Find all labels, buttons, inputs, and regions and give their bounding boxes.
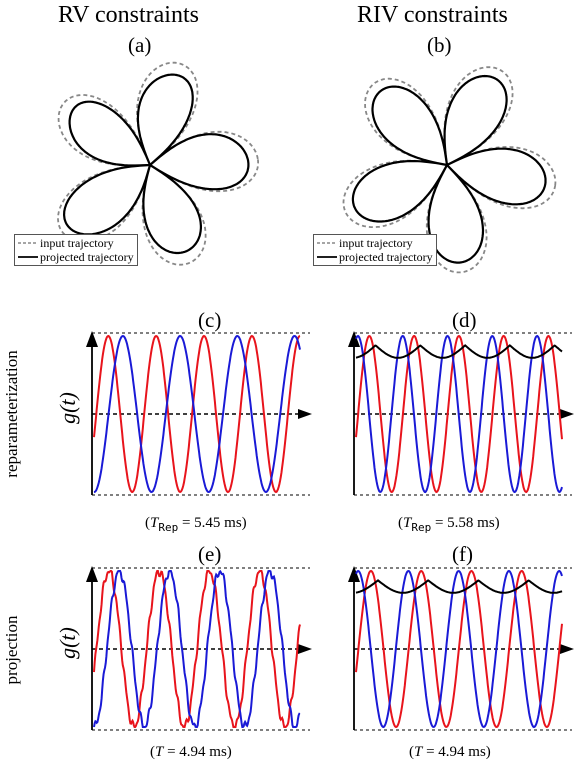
blue-series-line — [93, 569, 301, 728]
signal-plot-f — [348, 566, 574, 731]
panel-label-c: (c) — [198, 308, 222, 332]
x-axis-arrow — [560, 644, 574, 654]
norm-envelope-line — [355, 579, 563, 594]
signal-plot-e — [86, 566, 312, 731]
caption-d-value: = 5.58 ms) — [431, 515, 500, 531]
right-column-title: RIV constraints — [357, 2, 508, 28]
signal-plot-d — [348, 331, 574, 496]
caption-d: (TRep = 5.58 ms) — [398, 515, 500, 534]
y-axis-arrow — [86, 331, 98, 347]
caption-c-prefix: ( — [145, 515, 150, 531]
signal-plot-c — [86, 331, 312, 496]
legend-a: input trajectory projected trajectory — [14, 234, 138, 266]
panel-label-e: (e) — [198, 542, 222, 566]
caption-e-value: = 4.94 ms) — [163, 744, 232, 760]
projected-trajectory-curve — [351, 74, 547, 264]
caption-e: (T = 4.94 ms) — [150, 744, 232, 761]
x-axis-arrow — [298, 644, 312, 654]
legend-a-projected-row: projected trajectory — [18, 250, 134, 264]
projected-trajectory-curve — [62, 73, 250, 255]
caption-c-value: = 5.45 ms) — [178, 515, 247, 531]
y-axis-label-c: g(t) — [55, 392, 80, 424]
flower-plot-a — [57, 61, 260, 266]
caption-c: (TRep = 5.45 ms) — [145, 515, 247, 534]
legend-b-input-row: input trajectory — [317, 236, 433, 250]
caption-f-prefix: ( — [409, 744, 414, 760]
solid-line-icon — [317, 256, 337, 258]
red-series-line — [355, 334, 563, 494]
blue-series-line — [355, 334, 563, 494]
legend-b-projected-row: projected trajectory — [317, 250, 433, 264]
blue-series-line — [93, 334, 301, 494]
norm-envelope-line — [355, 344, 563, 359]
legend-b-input-label: input trajectory — [339, 236, 413, 250]
legend-a-input-row: input trajectory — [18, 236, 134, 250]
caption-e-var: T — [155, 744, 164, 760]
caption-f-value: = 4.94 ms) — [422, 744, 491, 760]
left-column-title: RV constraints — [58, 2, 199, 28]
caption-f-var: T — [414, 744, 423, 760]
x-axis-arrow — [560, 409, 574, 419]
solid-line-icon — [18, 256, 38, 258]
row-label-reparameterization: reparameterization — [2, 350, 21, 478]
panel-label-f: (f) — [452, 542, 473, 566]
red-series-line — [355, 569, 563, 729]
y-axis-arrow — [86, 566, 98, 582]
x-axis-arrow — [298, 409, 312, 419]
dashed-line-icon — [18, 242, 38, 244]
y-axis-label-e: g(t) — [55, 627, 80, 659]
caption-e-prefix: ( — [150, 744, 155, 760]
row-label-projection: projection — [2, 615, 21, 685]
caption-c-var: T — [150, 515, 159, 531]
flower-plot-b — [342, 66, 557, 274]
caption-d-prefix: ( — [398, 515, 403, 531]
y-axis-arrow — [348, 566, 360, 582]
legend-a-input-label: input trajectory — [40, 236, 114, 250]
y-axis-arrow — [348, 331, 360, 347]
caption-c-sub: Rep — [158, 521, 179, 534]
panel-label-b: (b) — [427, 33, 452, 57]
caption-d-sub: Rep — [411, 521, 432, 534]
dashed-line-icon — [317, 242, 337, 244]
blue-series-line — [355, 569, 563, 729]
legend-b: input trajectory projected trajectory — [313, 234, 437, 266]
legend-b-projected-label: projected trajectory — [339, 250, 433, 264]
panel-label-d: (d) — [452, 308, 477, 332]
legend-a-projected-label: projected trajectory — [40, 250, 134, 264]
red-series-line — [93, 334, 301, 494]
caption-f: (T = 4.94 ms) — [409, 744, 491, 761]
panel-label-a: (a) — [128, 33, 152, 57]
caption-d-var: T — [403, 515, 412, 531]
